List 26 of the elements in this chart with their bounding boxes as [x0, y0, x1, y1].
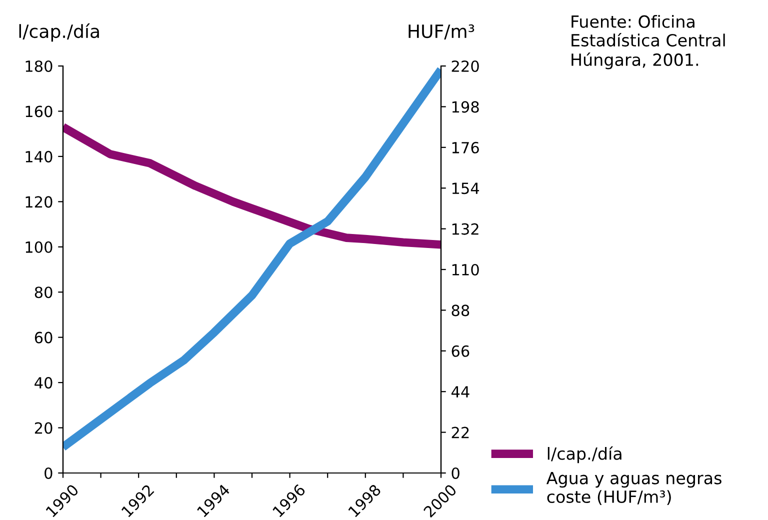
y2-tick-label: 44	[451, 386, 470, 398]
y2-tick-label: 66	[452, 345, 470, 357]
y2-tick-label: 176	[452, 142, 479, 154]
legend-label: Agua y aguas negras coste (HUF/m³)	[546, 472, 722, 505]
y2-tick-label: 198	[452, 101, 479, 113]
y-tick-label: 60	[34, 332, 52, 344]
y2-tick-label: 132	[452, 223, 478, 235]
legend-label: l/cap./día	[548, 446, 622, 464]
y-tick-label: 140	[26, 150, 52, 162]
source-note: Fuente: Oficina Estadística Central Húngara, 2001.	[572, 15, 725, 70]
y2-tick-label: 88	[452, 304, 470, 316]
y2-tick-label: 110	[452, 264, 479, 276]
y-tick-label: 0	[44, 467, 52, 480]
y2-axis-title: HUF/m³	[408, 24, 474, 40]
y-tick-label: 40	[34, 377, 52, 389]
y-axis-title: l/cap./día	[19, 23, 99, 42]
y-tick-label: 80	[34, 286, 52, 298]
y-tick-label: 180	[26, 60, 52, 72]
y-tick-label: 160	[26, 106, 52, 118]
y-tick-label: 100	[26, 241, 52, 253]
y-tick-label: 20	[34, 422, 52, 434]
y-tick-label: 120	[26, 196, 52, 208]
y2-tick-label: 220	[452, 60, 479, 72]
y2-tick-label: 0	[452, 467, 460, 480]
y2-tick-label: 22	[452, 426, 469, 438]
y2-tick-label: 154	[452, 182, 480, 194]
